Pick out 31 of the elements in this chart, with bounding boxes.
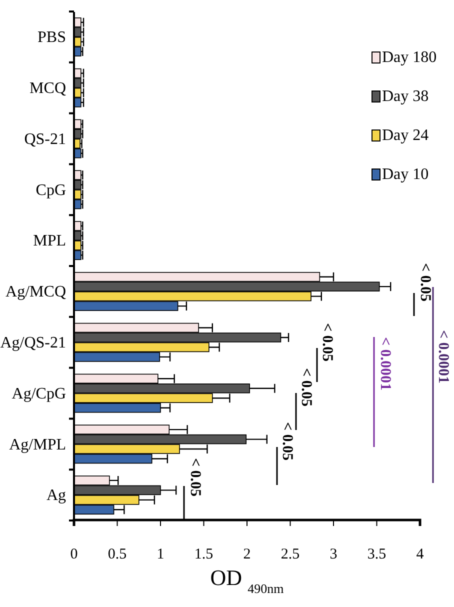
x-tick-label: 2.5 (280, 546, 300, 563)
y-tick-label: PBS (38, 29, 66, 46)
x-tick-label: 2 (243, 546, 251, 563)
y-tick-label: Ag/QS-21 (0, 334, 66, 352)
annotation: < 0.0001 (377, 337, 393, 391)
annotation: < 0.05 (187, 458, 203, 497)
legend-label: Day 24 (382, 127, 429, 144)
y-tick-label: Ag/CpG (12, 385, 66, 402)
y-tick-label: Ag/MCQ (6, 284, 66, 301)
annotation: < 0.05 (298, 368, 314, 407)
y-tick-label: MCQ (30, 80, 66, 97)
x-tick-label: 1.5 (194, 546, 214, 563)
legend-label: Day 10 (382, 166, 429, 183)
legend-label: Day 38 (382, 88, 429, 105)
x-tick-label: 0 (70, 546, 78, 563)
x-tick-label: 4 (416, 546, 424, 563)
x-tick-label: 3 (330, 546, 338, 563)
legend-label: Day 180 (382, 49, 437, 66)
annotation: < 0.05 (279, 422, 295, 461)
y-tick-label: MPL (33, 232, 66, 250)
y-tick-label: CpG (36, 182, 66, 199)
annotation: < 0.05 (319, 323, 335, 362)
x-tick-label: 0.5 (108, 546, 127, 563)
y-tick-label: Ag (46, 487, 66, 504)
x-tick-label: 1 (156, 546, 164, 563)
y-tick-label: QS-21 (24, 130, 66, 148)
y-tick-label: Ag/MPL (9, 436, 66, 454)
annotation: < 0.05 (417, 263, 433, 302)
x-tick-label: 3.5 (367, 546, 386, 563)
text: < 0.0001 (435, 330, 451, 384)
x-axis-title: OD $_{490nm}$ (210, 565, 284, 596)
